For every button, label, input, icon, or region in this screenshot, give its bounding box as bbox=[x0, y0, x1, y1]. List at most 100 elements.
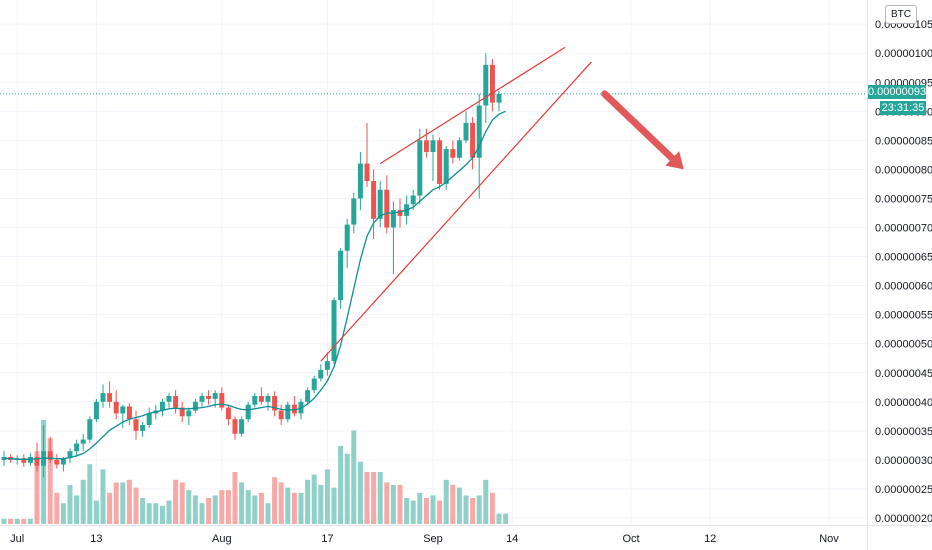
candle bbox=[357, 151, 363, 211]
candle bbox=[140, 422, 146, 437]
candle bbox=[113, 390, 119, 420]
candle bbox=[34, 442, 40, 472]
volume-bar bbox=[357, 461, 363, 524]
candle bbox=[120, 404, 126, 428]
volume-bar bbox=[443, 479, 449, 524]
volume-bar bbox=[206, 498, 212, 524]
volume-bar bbox=[21, 518, 27, 524]
candle-body bbox=[377, 189, 383, 219]
candle bbox=[496, 90, 502, 112]
time-axis-border bbox=[0, 525, 932, 526]
y-tick-label: 0.00000085 bbox=[875, 135, 932, 147]
volume-bar bbox=[34, 451, 40, 524]
volume-bar bbox=[239, 482, 245, 524]
candle bbox=[397, 198, 403, 228]
volume-bar bbox=[14, 518, 20, 524]
candle-body bbox=[423, 140, 429, 152]
candle bbox=[437, 137, 443, 190]
x-tick-label: Nov bbox=[819, 533, 839, 545]
volume-bar bbox=[437, 500, 443, 524]
candle-body bbox=[225, 407, 231, 420]
volume-bar bbox=[126, 479, 132, 524]
candle bbox=[430, 134, 436, 182]
x-tick-label: 13 bbox=[90, 533, 102, 545]
candle-body bbox=[305, 390, 311, 402]
candle bbox=[179, 401, 185, 423]
volume-bar bbox=[483, 479, 489, 524]
candle-body bbox=[351, 198, 357, 225]
volume-bar bbox=[344, 453, 350, 524]
volume-bar bbox=[146, 503, 152, 524]
moving-average-line bbox=[3, 110, 506, 460]
volume-bar bbox=[27, 518, 33, 524]
volume-bars bbox=[1, 420, 509, 524]
candle bbox=[159, 398, 165, 417]
candle-body bbox=[278, 410, 284, 420]
volume-bar bbox=[225, 490, 231, 524]
candle bbox=[483, 53, 489, 123]
volume-bar bbox=[450, 485, 456, 524]
wedge-upper-line bbox=[379, 46, 566, 165]
candle bbox=[146, 407, 152, 428]
volume-bar bbox=[489, 492, 495, 524]
candle bbox=[80, 433, 86, 452]
volume-bar bbox=[364, 472, 370, 524]
candle bbox=[278, 404, 284, 426]
candle-body bbox=[54, 459, 60, 465]
candle bbox=[305, 387, 311, 405]
candle-body bbox=[324, 361, 330, 370]
candle bbox=[417, 128, 423, 205]
candle bbox=[364, 122, 370, 187]
y-tick-label: 0.00000075 bbox=[875, 193, 932, 205]
volume-bar bbox=[133, 487, 139, 524]
bearish-arrow-shaft bbox=[601, 90, 676, 162]
candle bbox=[199, 393, 205, 408]
candle-body bbox=[199, 395, 205, 402]
candle bbox=[344, 218, 350, 269]
candle-body bbox=[239, 419, 245, 434]
volume-bar bbox=[423, 498, 429, 524]
volume-bar bbox=[179, 482, 185, 524]
candle-body bbox=[126, 406, 132, 420]
volume-bar bbox=[107, 492, 113, 524]
candle bbox=[74, 439, 80, 457]
candle-body bbox=[311, 378, 317, 391]
candle-body bbox=[140, 425, 146, 431]
candle bbox=[67, 448, 73, 463]
candle bbox=[285, 401, 291, 423]
candle bbox=[377, 181, 383, 228]
candle-body bbox=[489, 64, 495, 103]
x-axis-ticks: Jul 13 Aug 17 Sep 14 Oct 12 Nov bbox=[10, 533, 839, 545]
candle bbox=[265, 393, 271, 411]
candle bbox=[100, 384, 106, 408]
volume-bar bbox=[258, 492, 264, 524]
y-tick-label: 0.00000060 bbox=[875, 281, 932, 293]
candle-body bbox=[120, 406, 126, 414]
volume-bar bbox=[212, 495, 218, 524]
volume-bar bbox=[1, 518, 7, 524]
candle-body bbox=[34, 456, 40, 466]
candle bbox=[173, 390, 179, 414]
candle-body bbox=[476, 105, 482, 158]
volume-bar bbox=[351, 430, 357, 524]
candle-body bbox=[384, 189, 390, 228]
candle bbox=[291, 395, 297, 417]
volume-bar bbox=[503, 513, 509, 524]
candle-body bbox=[285, 404, 291, 420]
candle-body bbox=[344, 224, 350, 251]
candle bbox=[206, 390, 212, 405]
candle-body bbox=[496, 93, 502, 103]
y-tick-label: 0.00000030 bbox=[875, 455, 932, 467]
currency-label[interactable]: BTC bbox=[885, 5, 917, 24]
candle bbox=[133, 410, 139, 440]
candle-body bbox=[265, 395, 271, 402]
candle-body bbox=[113, 401, 119, 414]
candle bbox=[245, 401, 251, 423]
volume-bar bbox=[192, 495, 198, 524]
volume-bar bbox=[463, 495, 469, 524]
candle bbox=[186, 407, 192, 426]
chart-grid bbox=[0, 0, 867, 525]
candle bbox=[258, 387, 264, 405]
candle-body bbox=[291, 404, 297, 414]
